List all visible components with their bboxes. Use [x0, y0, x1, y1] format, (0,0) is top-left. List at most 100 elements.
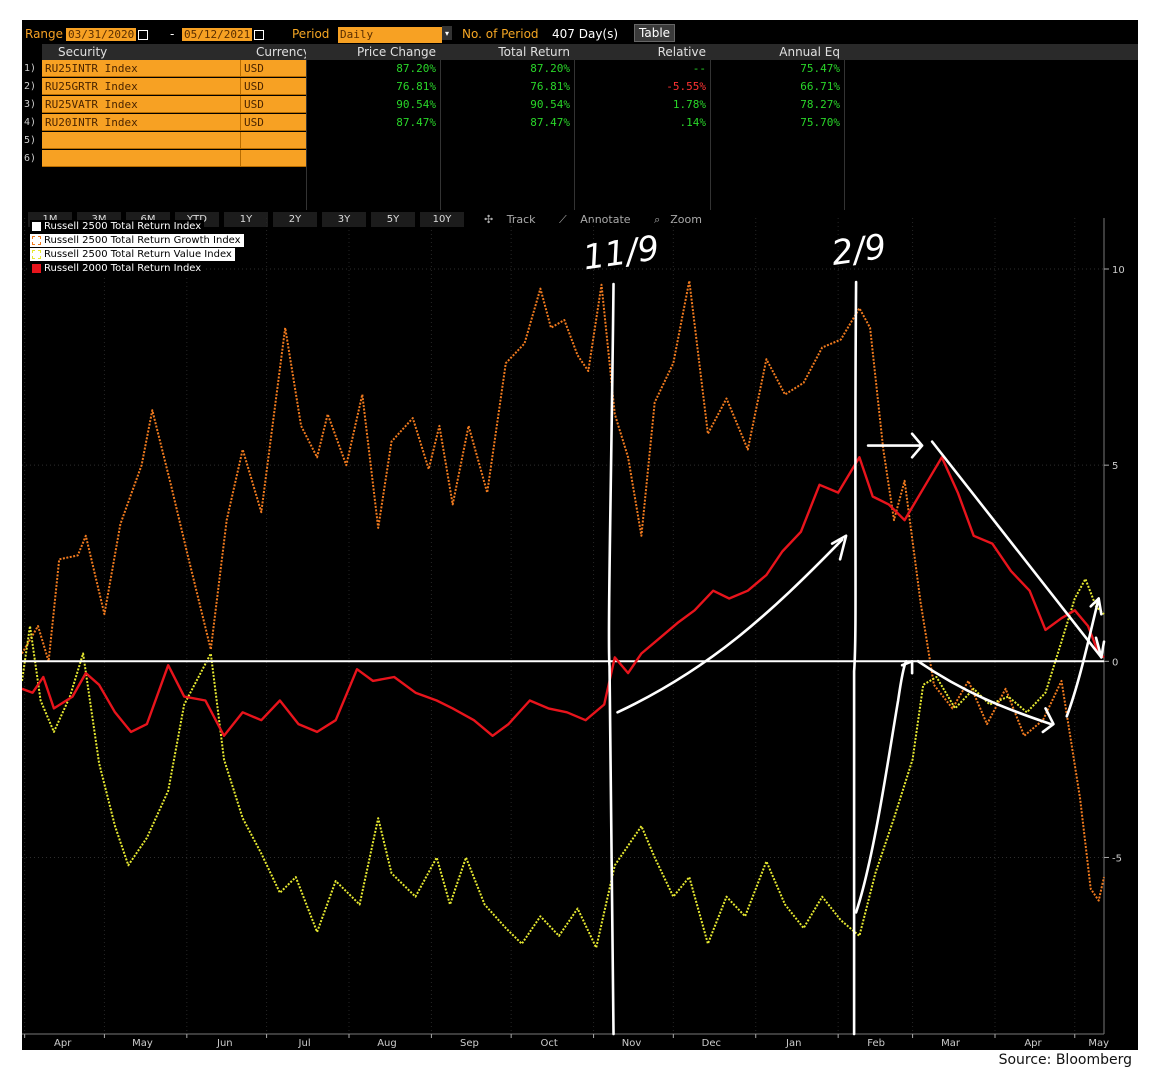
calendar-icon[interactable] [254, 29, 265, 40]
cell-currency[interactable]: USD [240, 96, 306, 113]
column-divider [710, 60, 711, 210]
header-filler [844, 44, 1138, 60]
x-tick-label: Aug [377, 1038, 397, 1049]
cell-price-change [306, 132, 440, 149]
legend-entry[interactable]: Russell 2500 Total Return Value Index [30, 248, 235, 261]
cell-total-return: 87.20% [530, 62, 570, 75]
track-label: Track [506, 213, 536, 226]
cell-currency[interactable]: USD [240, 114, 306, 131]
header-annual-eq[interactable]: Annual Eq [710, 44, 844, 60]
cell-security[interactable]: RU25INTR Index [42, 60, 260, 77]
y-tick-label: -5 [1112, 853, 1122, 864]
cell-total-return: 76.81% [530, 80, 570, 93]
calendar-icon[interactable] [138, 29, 149, 40]
x-tick-label: Jul [298, 1038, 311, 1049]
source-note: Source: Bloomberg [998, 1052, 1132, 1068]
legend-entry[interactable]: Russell 2000 Total Return Index [30, 262, 205, 275]
cell-currency[interactable]: USD [240, 78, 306, 95]
series-russell-2500-value [22, 577, 1105, 949]
row-number: 3) [24, 99, 37, 110]
header-relative[interactable]: Relative [574, 44, 710, 60]
range-end-value[interactable]: 05/12/2021 [182, 28, 253, 41]
table-button[interactable]: Table [634, 24, 676, 42]
header-security[interactable]: Security [42, 44, 240, 60]
range-start-value[interactable]: 03/31/2020 [66, 28, 137, 41]
row-number: 6) [24, 153, 37, 164]
y-tick-label: 5 [1112, 461, 1118, 472]
header-total-return[interactable]: Total Return [440, 44, 574, 60]
period-value[interactable]: Daily [338, 27, 442, 43]
legend-label: Russell 2500 Total Return Index [44, 221, 202, 232]
range-separator: - [170, 27, 175, 41]
x-tick-label: Nov [622, 1038, 642, 1049]
chevron-down-icon[interactable]: ▾ [442, 26, 452, 40]
cell-relative [574, 132, 710, 149]
cell-annual-eq: 78.27% [800, 98, 840, 111]
cell-price-change: 90.54% [396, 98, 436, 111]
range-button-1y[interactable]: 1Y [224, 212, 268, 227]
arrow-right [866, 432, 924, 459]
legend-swatch [32, 264, 41, 273]
x-tick-label: Feb [867, 1038, 885, 1049]
cell-security[interactable] [42, 150, 260, 167]
cell-currency[interactable]: USD [240, 60, 306, 77]
row-number: 1) [24, 63, 37, 74]
column-divider [844, 60, 845, 210]
cell-relative: -- [692, 62, 706, 75]
arrow-value-up [1065, 597, 1100, 718]
cell-security[interactable]: RU20INTR Index [42, 114, 260, 131]
header-currency[interactable]: Currency [240, 44, 310, 60]
zoom-label: Zoom [670, 213, 702, 226]
x-tick-label: Apr [54, 1038, 72, 1049]
cell-annual-eq [710, 150, 844, 167]
cell-price-change [306, 150, 440, 167]
range-button-10y[interactable]: 10Y [420, 212, 464, 227]
zoom-tool[interactable]: ⌕ Zoom [654, 213, 712, 226]
legend-swatch [32, 222, 41, 231]
x-tick-label: Apr [1024, 1038, 1042, 1049]
range-start-field[interactable]: 03/31/2020 [66, 26, 149, 42]
vertical-marker-feb9 [852, 280, 858, 1036]
range-end-field[interactable]: 05/12/2021 [182, 26, 265, 42]
x-tick-label: Dec [702, 1038, 721, 1049]
legend-entry[interactable]: Russell 2500 Total Return Index [30, 220, 205, 233]
period-select[interactable]: Daily ▾ [338, 26, 452, 43]
legend-swatch [32, 236, 41, 245]
range-button-5y[interactable]: 5Y [371, 212, 415, 227]
legend-entry[interactable]: Russell 2500 Total Return Growth Index [30, 234, 244, 247]
bloomberg-terminal: Range 03/31/2020 - 05/12/2021 Period Dai… [22, 20, 1138, 1050]
row-number: 4) [24, 117, 37, 128]
cell-annual-eq: 75.47% [800, 62, 840, 75]
pencil-icon: ⟋ [559, 213, 567, 226]
range-button-3y[interactable]: 3Y [322, 212, 366, 227]
cell-security[interactable]: RU25GRTR Index [42, 78, 260, 95]
header-price-change[interactable]: Price Change [306, 44, 440, 60]
range-button-2y[interactable]: 2Y [273, 212, 317, 227]
cell-security[interactable] [42, 132, 260, 149]
annotate-label: Annotate [580, 213, 631, 226]
cell-price-change: 87.20% [396, 62, 436, 75]
cell-annual-eq: 75.70% [800, 116, 840, 129]
column-divider [574, 60, 575, 210]
arrow-head [1094, 636, 1106, 659]
cell-total-return: 90.54% [530, 98, 570, 111]
arrow-head [830, 534, 848, 561]
row-number: 2) [24, 81, 37, 92]
x-tick-label: Jun [216, 1038, 233, 1049]
cell-security[interactable]: RU25VATR Index [42, 96, 260, 113]
cell-price-change: 76.81% [396, 80, 436, 93]
cell-relative: -5.55% [666, 80, 706, 93]
annotate-tool[interactable]: ⟋ Annotate [559, 213, 641, 226]
cell-currency[interactable] [240, 132, 306, 149]
magnifier-icon: ⌕ [654, 213, 661, 226]
num-period-value: 407 Day(s) [552, 27, 619, 41]
cell-currency[interactable] [240, 150, 306, 167]
track-tool[interactable]: ✣ Track [484, 213, 546, 226]
x-tick-label: May [1088, 1038, 1109, 1049]
cell-relative [574, 150, 710, 167]
cell-relative: 1.78% [672, 98, 706, 111]
series-russell-2500-growth [22, 279, 1105, 902]
x-tick-label: May [132, 1038, 153, 1049]
arrow-head [1041, 707, 1055, 734]
annotation-label-feb9: 2/9 [829, 227, 889, 274]
